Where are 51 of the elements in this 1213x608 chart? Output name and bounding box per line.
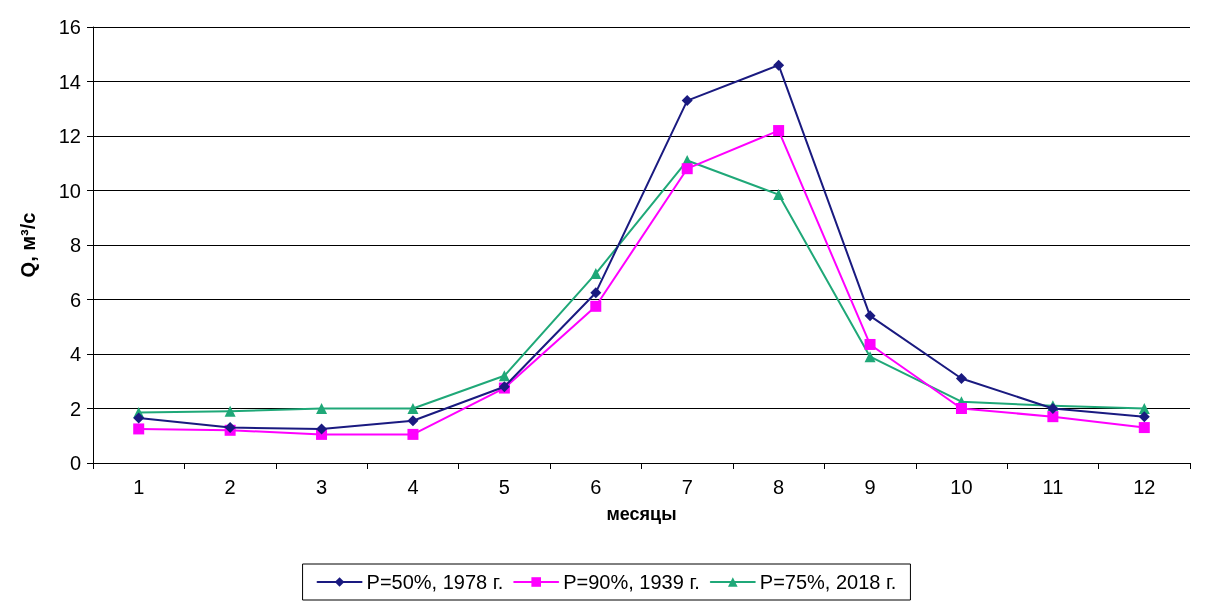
point [681,95,693,107]
legend-label: P=50%, 1978 г. [366,571,504,593]
x-tick-label: 11 [1042,476,1064,498]
point [864,310,876,322]
point [590,287,602,299]
y-tick-label: 0 [69,452,81,474]
point [1047,411,1059,423]
point [407,415,419,427]
point [1138,422,1150,434]
y-tick-label: 12 [58,125,81,147]
point [590,268,602,280]
point [133,412,145,424]
x-tick-label: 12 [1133,476,1156,498]
point [1138,411,1150,423]
y-axis-title: Q, м³/с [17,212,39,278]
legend-label: P=75%, 2018 г. [759,571,897,593]
x-tick-label: 7 [681,476,693,498]
y-tick-label: 2 [69,397,81,420]
point [773,189,785,201]
point [498,370,510,382]
x-tick-label: 3 [315,476,328,498]
x-axis-title: месяцы [606,504,677,524]
y-tick-label: 10 [58,179,81,202]
y-tick-label: 8 [69,234,81,256]
legend-label: P=90%, 1939 г. [563,571,700,593]
x-tick-label: 6 [590,476,602,498]
x-tick-label: 5 [498,476,510,498]
point [407,428,419,440]
x-tick-label: 10 [950,476,973,498]
x-tick-label: 2 [224,476,236,498]
point [773,59,785,71]
point [407,403,419,414]
point [955,373,967,385]
y-tick-label: 14 [58,70,81,93]
y-tick-label: 4 [69,343,81,365]
point [133,423,145,435]
point [773,125,785,137]
point [864,351,876,363]
point [590,300,602,312]
x-tick-label: 1 [133,476,145,498]
x-tick-label: 9 [864,476,876,498]
point [224,405,236,417]
point [864,338,876,350]
point [681,163,693,175]
point [955,403,967,414]
y-tick-label: 6 [69,288,81,311]
point [316,423,328,435]
x-tick-label: 8 [773,476,785,498]
y-tick-label: 16 [58,16,81,38]
x-tick-label: 4 [407,476,419,498]
point [316,403,328,414]
